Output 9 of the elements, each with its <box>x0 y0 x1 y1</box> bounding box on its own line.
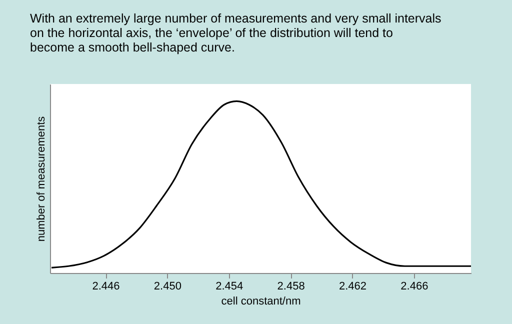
chart-title: With an extremely large number of measurements and very small intervals on the horizontal axis, the ‘envelope’ of the distribution will tend to become a smooth bell-shaped curve. <box>30 12 442 54</box>
x-tick-label: 2.466 <box>400 280 428 292</box>
x-tick-label: 2.446 <box>92 280 120 292</box>
x-tick-label: 2.450 <box>154 280 182 292</box>
x-tick-label: 2.458 <box>277 280 305 292</box>
x-tick-label: 2.462 <box>338 280 367 292</box>
x-tick-label: 2.454 <box>216 280 244 292</box>
y-axis-title: number of measurements <box>36 116 48 242</box>
x-axis-title: cell constant/nm <box>221 296 301 308</box>
